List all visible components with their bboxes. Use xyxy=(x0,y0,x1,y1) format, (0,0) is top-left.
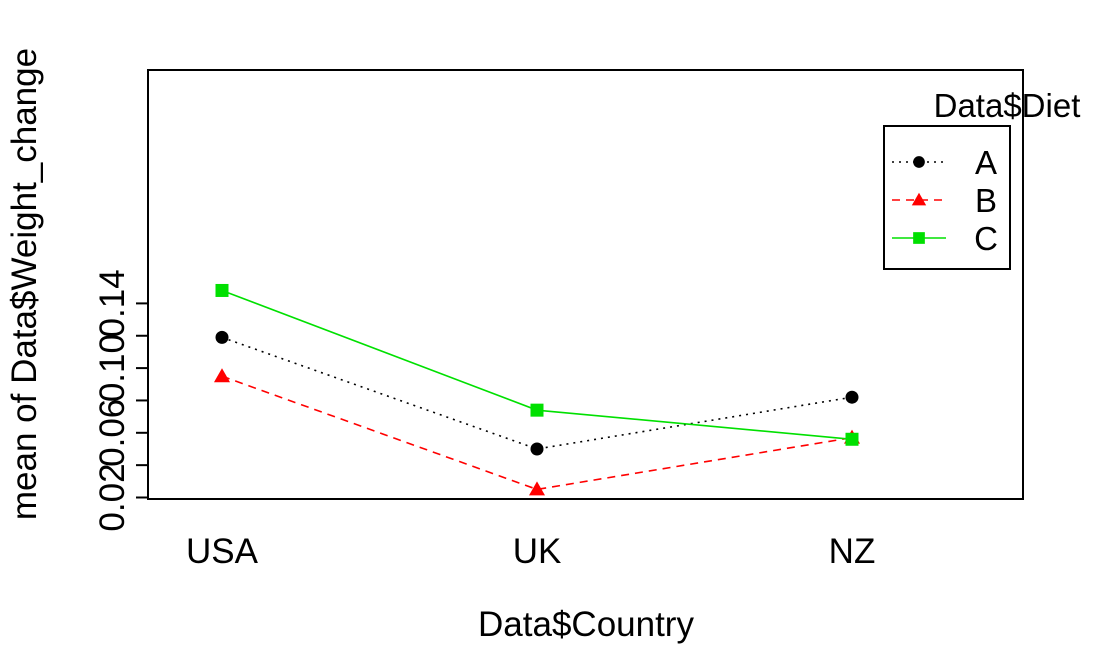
series-line xyxy=(221,289,853,441)
x-tick-label: UK xyxy=(513,532,562,571)
legend-label: C xyxy=(974,220,998,257)
x-tick-label: USA xyxy=(186,532,259,571)
data-point xyxy=(530,403,544,417)
series-line xyxy=(221,336,853,450)
data-point xyxy=(845,390,859,404)
x-axis-title: Data$Country xyxy=(478,605,694,644)
legend-marker xyxy=(913,156,925,168)
data-point xyxy=(529,481,545,496)
series-line xyxy=(221,375,853,491)
series-layer xyxy=(214,283,860,496)
legend-item-A: A xyxy=(892,144,997,181)
y-tick-label: 0.14 xyxy=(93,269,132,337)
data-point xyxy=(215,330,229,344)
legend-item-C: C xyxy=(892,220,998,257)
series-C xyxy=(215,283,859,446)
plot-frame xyxy=(147,69,1024,500)
y-tick-label: 0.06 xyxy=(93,399,132,467)
legend-title: Data$Diet xyxy=(934,87,1081,124)
series-A xyxy=(215,330,859,456)
legend-item-B: B xyxy=(892,182,997,219)
data-point xyxy=(214,368,230,383)
legend-marker xyxy=(911,192,927,206)
data-point xyxy=(215,283,229,297)
y-axis-title: mean of Data$Weight_change xyxy=(5,48,44,520)
data-point xyxy=(845,432,859,446)
y-tick-label: 0.02 xyxy=(93,463,132,531)
legend-label: A xyxy=(975,144,997,181)
legend-marker xyxy=(913,232,925,244)
x-tick-label: NZ xyxy=(829,532,876,571)
data-point xyxy=(530,442,544,456)
y-axis: 0.020.060.100.14 xyxy=(93,269,149,532)
legend-box xyxy=(883,125,1011,270)
legend: Data$Diet ABC xyxy=(883,87,1081,270)
y-tick-label: 0.10 xyxy=(93,334,132,402)
legend-label: B xyxy=(975,182,997,219)
x-axis: USA UK NZ xyxy=(186,532,875,571)
